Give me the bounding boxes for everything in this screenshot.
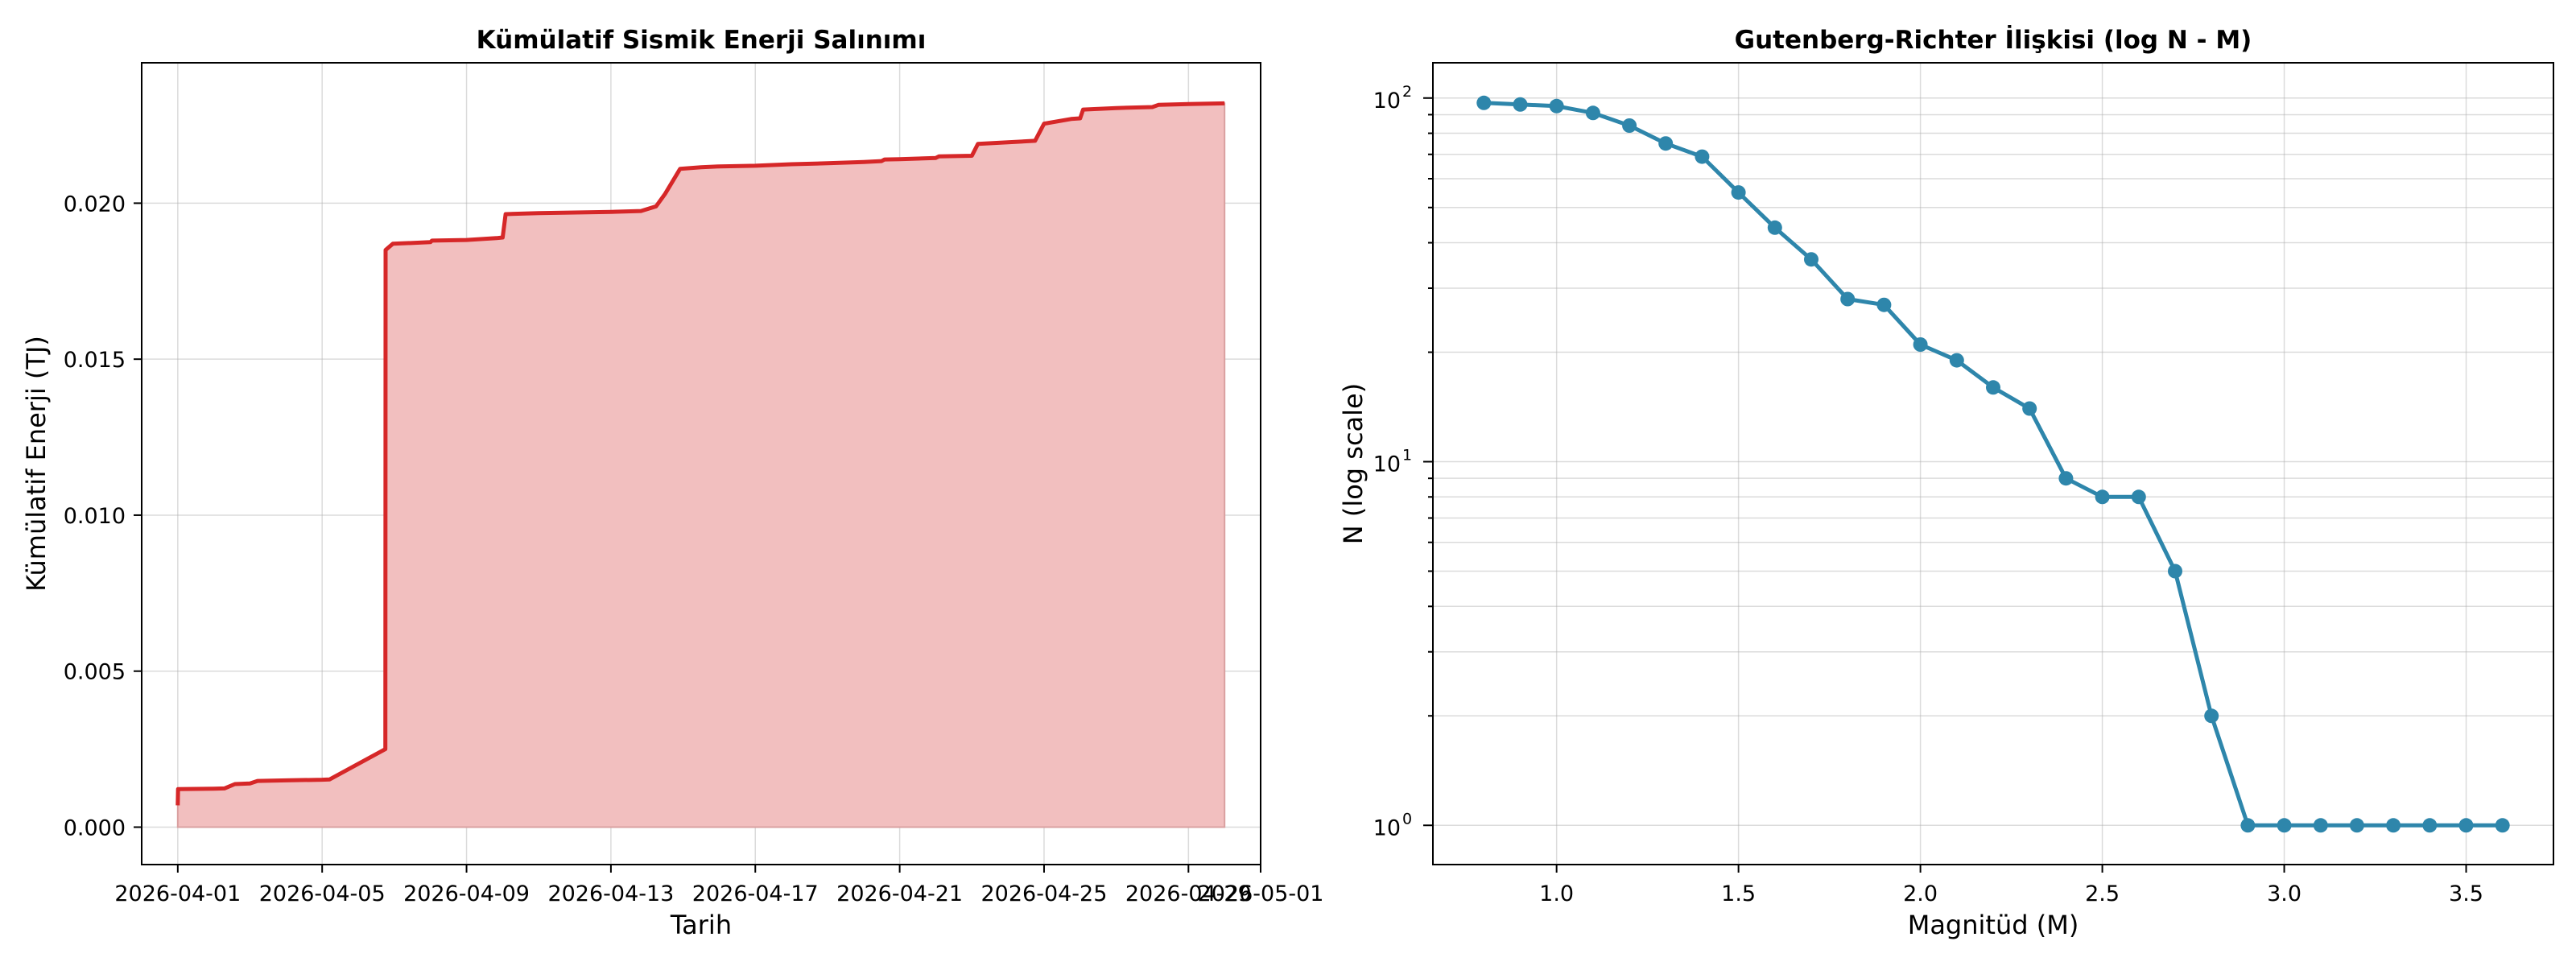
gr-data-point (2422, 818, 2438, 833)
gr-data-point (2058, 471, 2074, 486)
energy-x-tick-label: 2026-04-09 (403, 881, 530, 906)
gr-data-point (2204, 708, 2219, 724)
gr-y-axis-label: N (log scale) (1338, 383, 1368, 544)
gr-data-point (1840, 291, 1856, 307)
energy-x-ticks: 2026-04-01 2026-04-05 2026-04-09 2026-04-13… (114, 865, 1323, 906)
energy-y-tick-label: 0.005 (64, 660, 126, 685)
gr-data-point (2313, 818, 2328, 833)
gr-x-tick-label: 3.0 (2267, 881, 2301, 906)
gr-data-point (1731, 185, 1746, 200)
gr-x-tick-label: 2.0 (1903, 881, 1938, 906)
gr-series-points (1476, 95, 2510, 833)
gr-data-point (1876, 297, 1892, 312)
gr-data-point (1513, 97, 1528, 112)
energy-x-tick-label: 2026-04-05 (259, 881, 386, 906)
energy-line (175, 101, 1225, 806)
energy-x-tick-label: 2026-04-21 (836, 881, 963, 906)
gr-grid (1433, 63, 2553, 865)
energy-y-tick-label: 0.010 (64, 504, 126, 529)
gr-data-point (2095, 489, 2110, 505)
gr-data-point (2022, 401, 2037, 416)
gr-data-point (1622, 118, 1637, 133)
gr-data-point (1767, 220, 1782, 235)
energy-x-tick-label: 2026-04-29 (1125, 881, 1252, 906)
gr-x-tick-label: 1.0 (1539, 881, 1574, 906)
energy-x-axis-label: Tarih (670, 910, 732, 940)
energy-x-tick-label: 2026-04-01 (114, 881, 241, 906)
gr-data-point (2131, 489, 2146, 505)
gr-x-tick-label: 1.5 (1721, 881, 1756, 906)
energy-chart: 2026-04-01 2026-04-05 2026-04-09 2026-04-13… (21, 26, 1323, 940)
gr-data-point (2168, 564, 2182, 579)
gr-data-point (1913, 337, 1928, 352)
energy-x-tick-label: 2026-04-17 (692, 881, 819, 906)
gr-data-point (2277, 818, 2292, 833)
gr-y-tick-label-exponent: 0 (1402, 810, 1412, 828)
energy-y-ticks: 0.000 0.005 0.010 0.015 0.020 (64, 192, 142, 840)
gr-chart-title: Gutenberg-Richter İlişkisi (log N - M) (1735, 26, 2252, 55)
energy-x-tick-label: 2026-04-13 (547, 881, 674, 906)
energy-x-tick-label: 2026-05-01 (1198, 881, 1324, 906)
gr-y-tick-label-base: 10 (1373, 89, 1401, 114)
energy-plot-frame (141, 62, 1261, 865)
energy-y-axis-label: Kümülatif Enerji (TJ) (21, 336, 52, 592)
gr-x-tick-label: 3.5 (2449, 881, 2483, 906)
gr-data-point (2386, 818, 2401, 833)
gr-data-point (1804, 252, 1818, 267)
gr-plot-frame (1432, 62, 2554, 865)
gr-x-tick-label: 2.5 (2085, 881, 2120, 906)
gr-y-tick-label-exponent: 2 (1402, 83, 1412, 101)
energy-y-tick-label: 0.015 (64, 348, 126, 373)
gr-data-point (1476, 95, 1492, 110)
energy-chart-title: Kümülatif Sismik Enerji Salınımı (477, 26, 927, 55)
gr-data-point (2240, 818, 2256, 833)
gr-data-point (1549, 98, 1564, 114)
energy-y-tick-label: 0.000 (64, 815, 126, 840)
gr-x-ticks: 1.0 1.5 2.0 2.5 3.0 3.5 (1539, 865, 2483, 906)
energy-x-tick-label: 2026-04-25 (981, 881, 1108, 906)
gr-y-tick-label-exponent: 1 (1402, 447, 1412, 464)
gr-data-point (2458, 818, 2474, 833)
gr-y-tick-label-base: 10 (1373, 815, 1401, 840)
gr-data-point (2349, 818, 2364, 833)
gr-data-point (2495, 818, 2510, 833)
gr-data-point (1585, 105, 1600, 121)
gr-y-tick-label-base: 10 (1373, 452, 1401, 477)
gr-data-point (1695, 149, 1710, 164)
gr-data-point (1986, 380, 2000, 395)
energy-y-tick-label: 0.020 (64, 192, 126, 217)
gr-data-point (1658, 136, 1674, 151)
gr-data-point (1949, 353, 1964, 368)
gr-x-axis-label: Magnitüd (M) (1908, 910, 2079, 940)
